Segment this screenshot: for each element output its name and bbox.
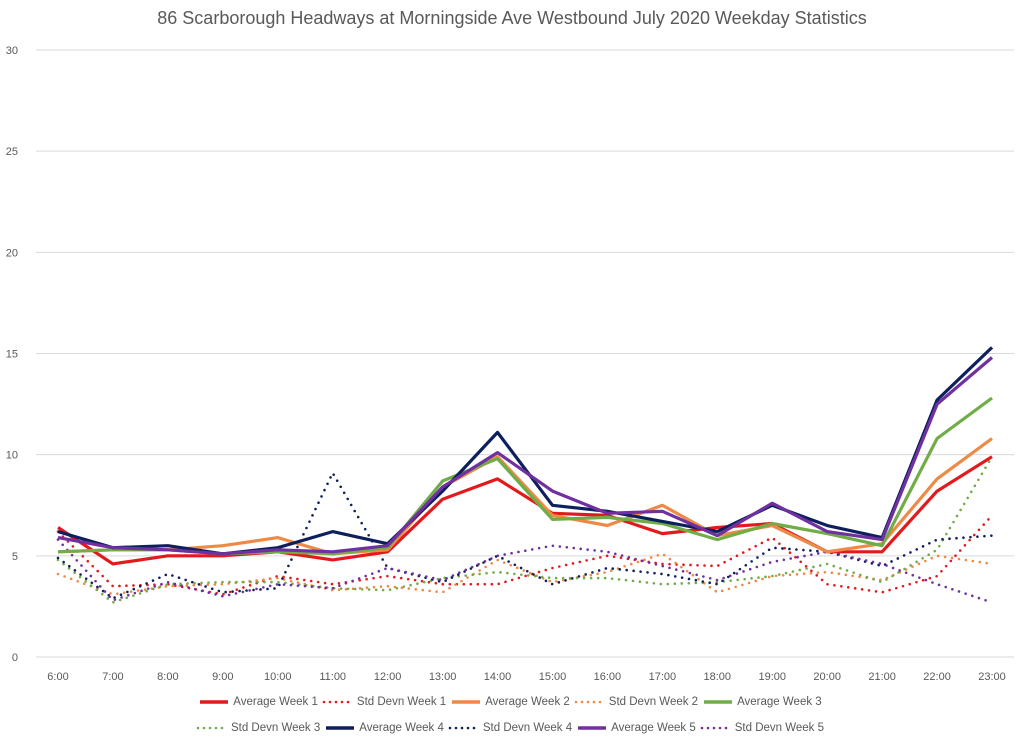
legend-item: Average Week 5	[576, 722, 696, 734]
y-tick-label: 10	[6, 450, 18, 462]
x-tick-label: 11:00	[319, 671, 346, 683]
legend-item: Average Week 3	[702, 696, 822, 708]
x-tick-label: 16:00	[594, 671, 622, 683]
y-tick-label: 25	[6, 146, 18, 158]
legend-item: Std Devn Week 4	[448, 722, 572, 734]
x-tick-label: 22:00	[923, 671, 951, 683]
legend-swatch	[196, 726, 228, 730]
legend-swatch	[448, 726, 480, 730]
legend-item: Average Week 2	[450, 696, 570, 708]
legend-item: Std Devn Week 1	[322, 696, 446, 708]
x-tick-label: 14:00	[484, 671, 512, 683]
legend-swatch	[574, 700, 606, 704]
series-lines	[56, 346, 994, 604]
x-tick-label: 13:00	[429, 671, 457, 683]
chart-title: 86 Scarborough Headways at Morningside A…	[157, 8, 867, 28]
legend-item: Std Devn Week 3	[196, 722, 320, 734]
y-tick-label: 5	[12, 551, 18, 563]
x-tick-label: 23:00	[978, 671, 1006, 683]
x-tick-label: 21:00	[868, 671, 896, 683]
legend-swatch	[326, 726, 355, 730]
x-tick-label: 17:00	[649, 671, 677, 683]
legend-swatch	[704, 700, 733, 704]
legend-label: Std Devn Week 1	[356, 696, 447, 708]
legend-swatch	[452, 700, 481, 704]
x-tick-label: 19:00	[758, 671, 786, 683]
x-tick-label: 10:00	[264, 671, 292, 683]
legend-label: Std Devn Week 4	[482, 722, 573, 734]
y-tick-label: 20	[6, 247, 18, 259]
series-line-std-devn-week-2	[56, 552, 994, 596]
legend-swatch	[700, 726, 732, 730]
legend-label: Average Week 4	[359, 722, 444, 734]
x-tick-label: 8:00	[157, 671, 178, 683]
legend-label: Average Week 2	[485, 696, 570, 708]
x-tick-label: 7:00	[102, 671, 123, 683]
x-tick-label: 18:00	[704, 671, 732, 683]
legend-label: Average Week 5	[611, 722, 696, 734]
x-tick-label: 12:00	[374, 671, 402, 683]
legend-label: Std Devn Week 5	[734, 722, 825, 734]
series-line-std-devn-week-1	[56, 514, 994, 596]
y-tick-label: 15	[6, 349, 18, 361]
x-tick-label: 20:00	[813, 671, 841, 683]
legend-item: Average Week 1	[198, 696, 318, 708]
legend-item: Std Devn Week 2	[574, 696, 698, 708]
gridlines	[36, 49, 1014, 658]
y-tick-label: 30	[6, 45, 18, 57]
legend-label: Average Week 1	[233, 696, 318, 708]
x-tick-label: 15:00	[539, 671, 567, 683]
series-line-average-week-4	[57, 346, 994, 556]
legend-swatch	[578, 726, 607, 730]
series-line-average-week-5	[57, 356, 994, 556]
legend-swatch	[322, 700, 354, 704]
legend-item: Std Devn Week 5	[700, 722, 824, 734]
series-line-std-devn-week-5	[56, 538, 994, 604]
x-tick-label: 6:00	[47, 671, 68, 683]
legend-row-2: Std Devn Week 3 Average Week 4 Std Devn We…	[0, 722, 1024, 734]
x-axis-ticks: 6:00 7:00 8:00 9:00 10:00 11:00 12:00 13:00 14:0…	[47, 671, 1005, 683]
legend-row-1: Average Week 1 Std Devn Week 1 Average Wee…	[0, 696, 1024, 708]
y-axis-ticks: 0 5 10 15 20 25 30	[6, 45, 18, 664]
legend-label: Std Devn Week 2	[608, 696, 699, 708]
legend-label: Average Week 3	[737, 696, 822, 708]
legend-item: Average Week 4	[324, 722, 444, 734]
x-tick-label: 9:00	[212, 671, 233, 683]
legend-label: Std Devn Week 3	[230, 722, 321, 734]
series-line-average-week-2	[57, 437, 993, 556]
legend-swatch	[200, 700, 229, 704]
y-tick-label: 0	[12, 652, 18, 664]
